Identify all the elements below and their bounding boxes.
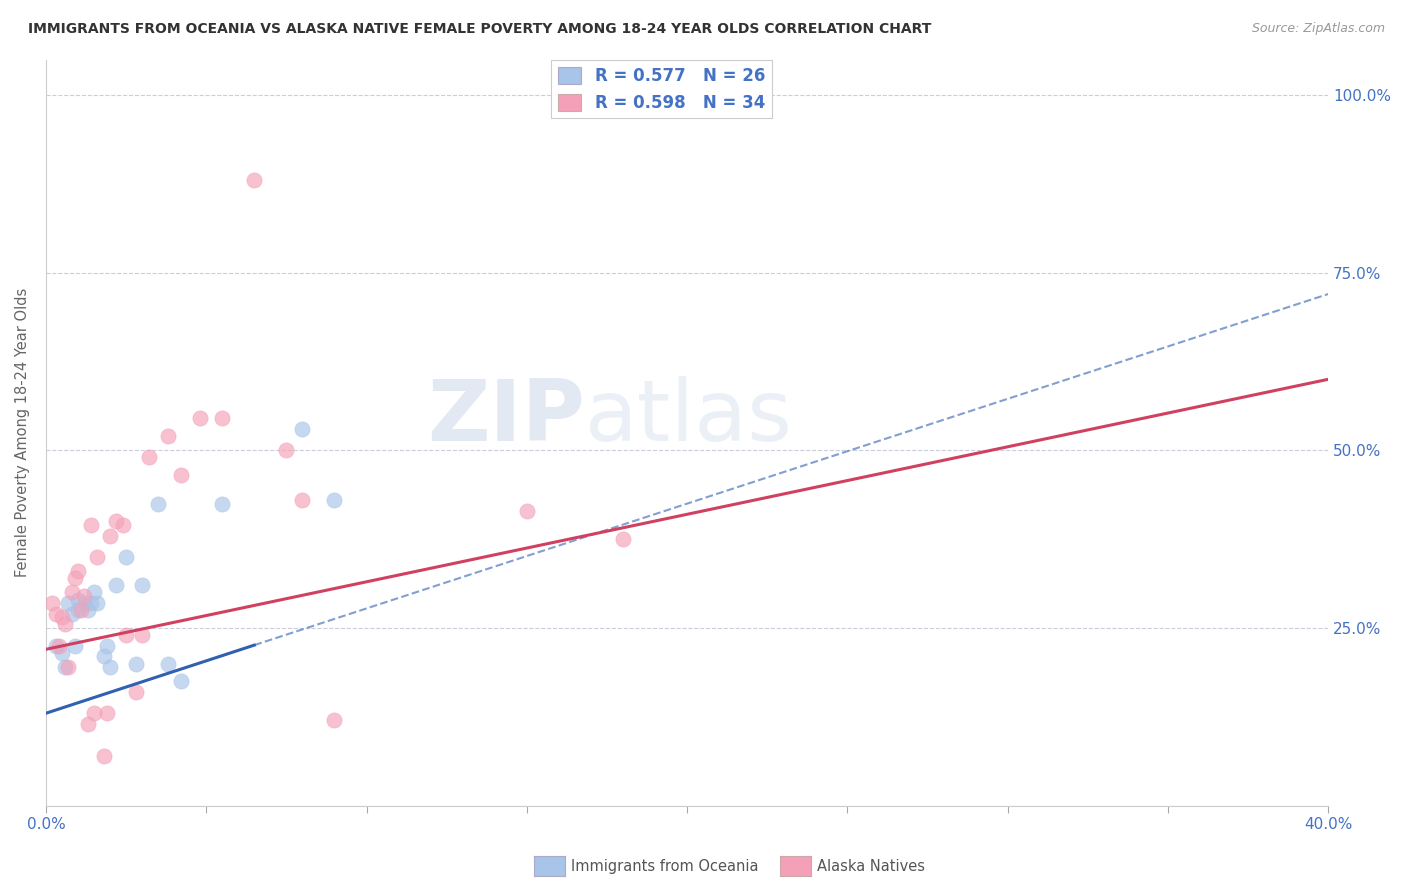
Point xyxy=(48,639,70,653)
Point xyxy=(131,628,153,642)
Point xyxy=(115,628,138,642)
Point xyxy=(111,518,134,533)
Point xyxy=(66,603,89,617)
Point xyxy=(276,443,298,458)
Text: Alaska Natives: Alaska Natives xyxy=(817,859,925,873)
Legend: R = 0.577   N = 26, R = 0.598   N = 34: R = 0.577 N = 26, R = 0.598 N = 34 xyxy=(551,61,772,119)
Point xyxy=(41,596,63,610)
Point xyxy=(125,685,148,699)
Point xyxy=(612,532,634,546)
Point xyxy=(115,549,138,564)
Point xyxy=(76,603,98,617)
Point xyxy=(291,422,314,436)
Point xyxy=(211,497,233,511)
Point xyxy=(138,450,160,465)
Point xyxy=(45,639,67,653)
Point xyxy=(63,639,86,653)
Point xyxy=(60,585,83,599)
Point xyxy=(105,578,128,592)
Point xyxy=(169,468,191,483)
Point xyxy=(80,596,103,610)
Point xyxy=(93,649,115,664)
Point xyxy=(60,607,83,621)
Point xyxy=(80,518,103,533)
Point xyxy=(323,714,346,728)
Point xyxy=(58,596,80,610)
Point xyxy=(131,578,153,592)
Point xyxy=(70,603,93,617)
Point xyxy=(96,706,118,721)
Point xyxy=(125,657,148,671)
Point xyxy=(93,748,115,763)
Point xyxy=(66,564,89,578)
Point xyxy=(516,504,538,518)
Point xyxy=(66,592,89,607)
Point xyxy=(156,657,179,671)
Point xyxy=(76,717,98,731)
Point xyxy=(51,610,73,624)
Point xyxy=(83,706,105,721)
Point xyxy=(45,607,67,621)
Y-axis label: Female Poverty Among 18-24 Year Olds: Female Poverty Among 18-24 Year Olds xyxy=(15,288,30,577)
Point xyxy=(169,674,191,689)
Point xyxy=(98,660,121,674)
Point xyxy=(86,549,108,564)
Text: atlas: atlas xyxy=(585,376,793,459)
Point xyxy=(73,589,96,603)
Point xyxy=(323,493,346,508)
Point xyxy=(211,411,233,425)
Text: IMMIGRANTS FROM OCEANIA VS ALASKA NATIVE FEMALE POVERTY AMONG 18-24 YEAR OLDS CO: IMMIGRANTS FROM OCEANIA VS ALASKA NATIVE… xyxy=(28,22,932,37)
Point xyxy=(243,173,266,187)
Point xyxy=(291,493,314,508)
Point xyxy=(53,617,76,632)
Point xyxy=(83,585,105,599)
Point xyxy=(188,411,211,425)
Text: Immigrants from Oceania: Immigrants from Oceania xyxy=(571,859,758,873)
Point xyxy=(58,660,80,674)
Text: Source: ZipAtlas.com: Source: ZipAtlas.com xyxy=(1251,22,1385,36)
Point xyxy=(156,429,179,443)
Point xyxy=(86,596,108,610)
Point xyxy=(96,639,118,653)
Point xyxy=(51,646,73,660)
Point xyxy=(98,528,121,542)
Point xyxy=(73,596,96,610)
Point xyxy=(146,497,169,511)
Point xyxy=(53,660,76,674)
Text: ZIP: ZIP xyxy=(427,376,585,459)
Point xyxy=(105,515,128,529)
Point xyxy=(63,571,86,585)
